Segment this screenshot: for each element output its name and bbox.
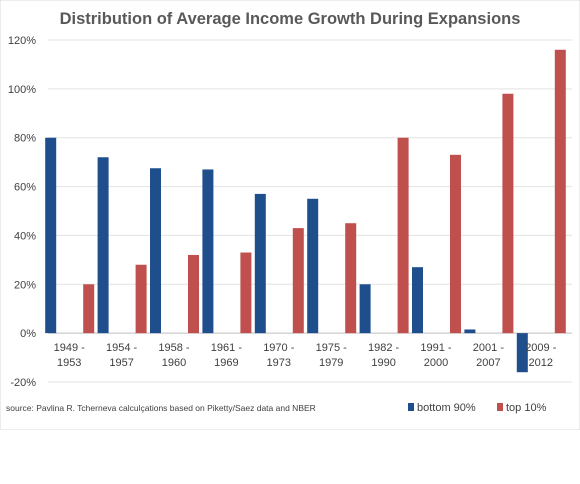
bar-bottom-90 (150, 168, 161, 334)
x-tick-label: 1960 (162, 357, 186, 369)
y-tick-label: 20% (14, 279, 36, 291)
bar-bottom-90 (202, 169, 214, 334)
gridlines (48, 39, 572, 383)
y-tick-label: 80% (14, 133, 36, 145)
x-axis: 1949 - 1953 1954 - 1957 1958 - 1960 1961 - 1969… (54, 342, 557, 369)
bar-top-10 (83, 284, 95, 334)
bar-bottom-90 (359, 284, 371, 334)
chart-title: Distribution of Average Income Growth Du… (60, 10, 521, 28)
legend-label-top-10: top 10% (506, 402, 547, 414)
y-tick-label: 60% (14, 182, 36, 194)
bar-bottom-90 (307, 198, 319, 334)
bar-top-10 (188, 254, 199, 334)
x-tick-label: 1957 (109, 357, 133, 369)
x-tick-label: 1973 (267, 357, 291, 369)
legend: bottom 90% top 10% (408, 402, 547, 414)
x-tick-label: 1954 - (106, 342, 138, 354)
y-axis: -20% 0% 20% 40% 60% 80% 100% 120% (8, 35, 36, 389)
bar-top-10 (397, 137, 409, 334)
bar-top-10 (135, 264, 147, 334)
chart-canvas: Distribution of Average Income Growth Du… (0, 0, 580, 431)
bar-bottom-90 (97, 157, 109, 334)
bar-top-10 (502, 93, 514, 334)
y-tick-label: 100% (8, 84, 36, 96)
legend-swatch-bottom-90 (408, 403, 414, 411)
x-tick-label: 1990 (371, 357, 395, 369)
bar-bottom-90 (412, 267, 423, 334)
x-tick-label: 1969 (214, 357, 238, 369)
y-tick-label: 40% (14, 230, 36, 242)
bar-top-10 (450, 154, 461, 334)
x-tick-label: 2012 (529, 357, 553, 369)
x-tick-label: 1979 (319, 357, 343, 369)
x-tick-label: 1958 - (158, 342, 190, 354)
x-tick-label: 1970 - (263, 342, 295, 354)
x-tick-label: 1975 - (316, 342, 348, 354)
source-note: source: Pavlina R. Tcherneva calculçatio… (6, 403, 316, 413)
x-tick-label: 2007 (476, 357, 500, 369)
bar-top-10 (240, 252, 252, 334)
y-tick-label: -20% (10, 377, 36, 389)
bar-top-10 (292, 228, 304, 334)
x-tick-label: 1991 - (420, 342, 452, 354)
y-tick-label: 120% (8, 35, 36, 47)
chart-border (0, 0, 580, 431)
x-tick-label: 1953 (57, 357, 81, 369)
bar-top-10 (554, 49, 566, 334)
x-tick-label: 1961 - (211, 342, 243, 354)
x-tick-label: 1949 - (54, 342, 86, 354)
legend-swatch-top-10 (497, 403, 503, 411)
bar-bottom-90 (516, 333, 528, 373)
x-tick-label: 2001 - (473, 342, 505, 354)
chart: Distribution of Average Income Growth Du… (0, 0, 580, 431)
bar-bottom-90 (464, 329, 476, 334)
x-tick-label: 2000 (424, 357, 448, 369)
x-tick-label: 1982 - (368, 342, 400, 354)
bar-top-10 (345, 223, 357, 334)
bars (45, 49, 566, 373)
bar-bottom-90 (254, 193, 266, 334)
x-tick-label: 2009 - (525, 342, 557, 354)
y-tick-label: 0% (20, 328, 36, 340)
bar-bottom-90 (45, 137, 57, 334)
legend-label-bottom-90: bottom 90% (417, 402, 476, 414)
